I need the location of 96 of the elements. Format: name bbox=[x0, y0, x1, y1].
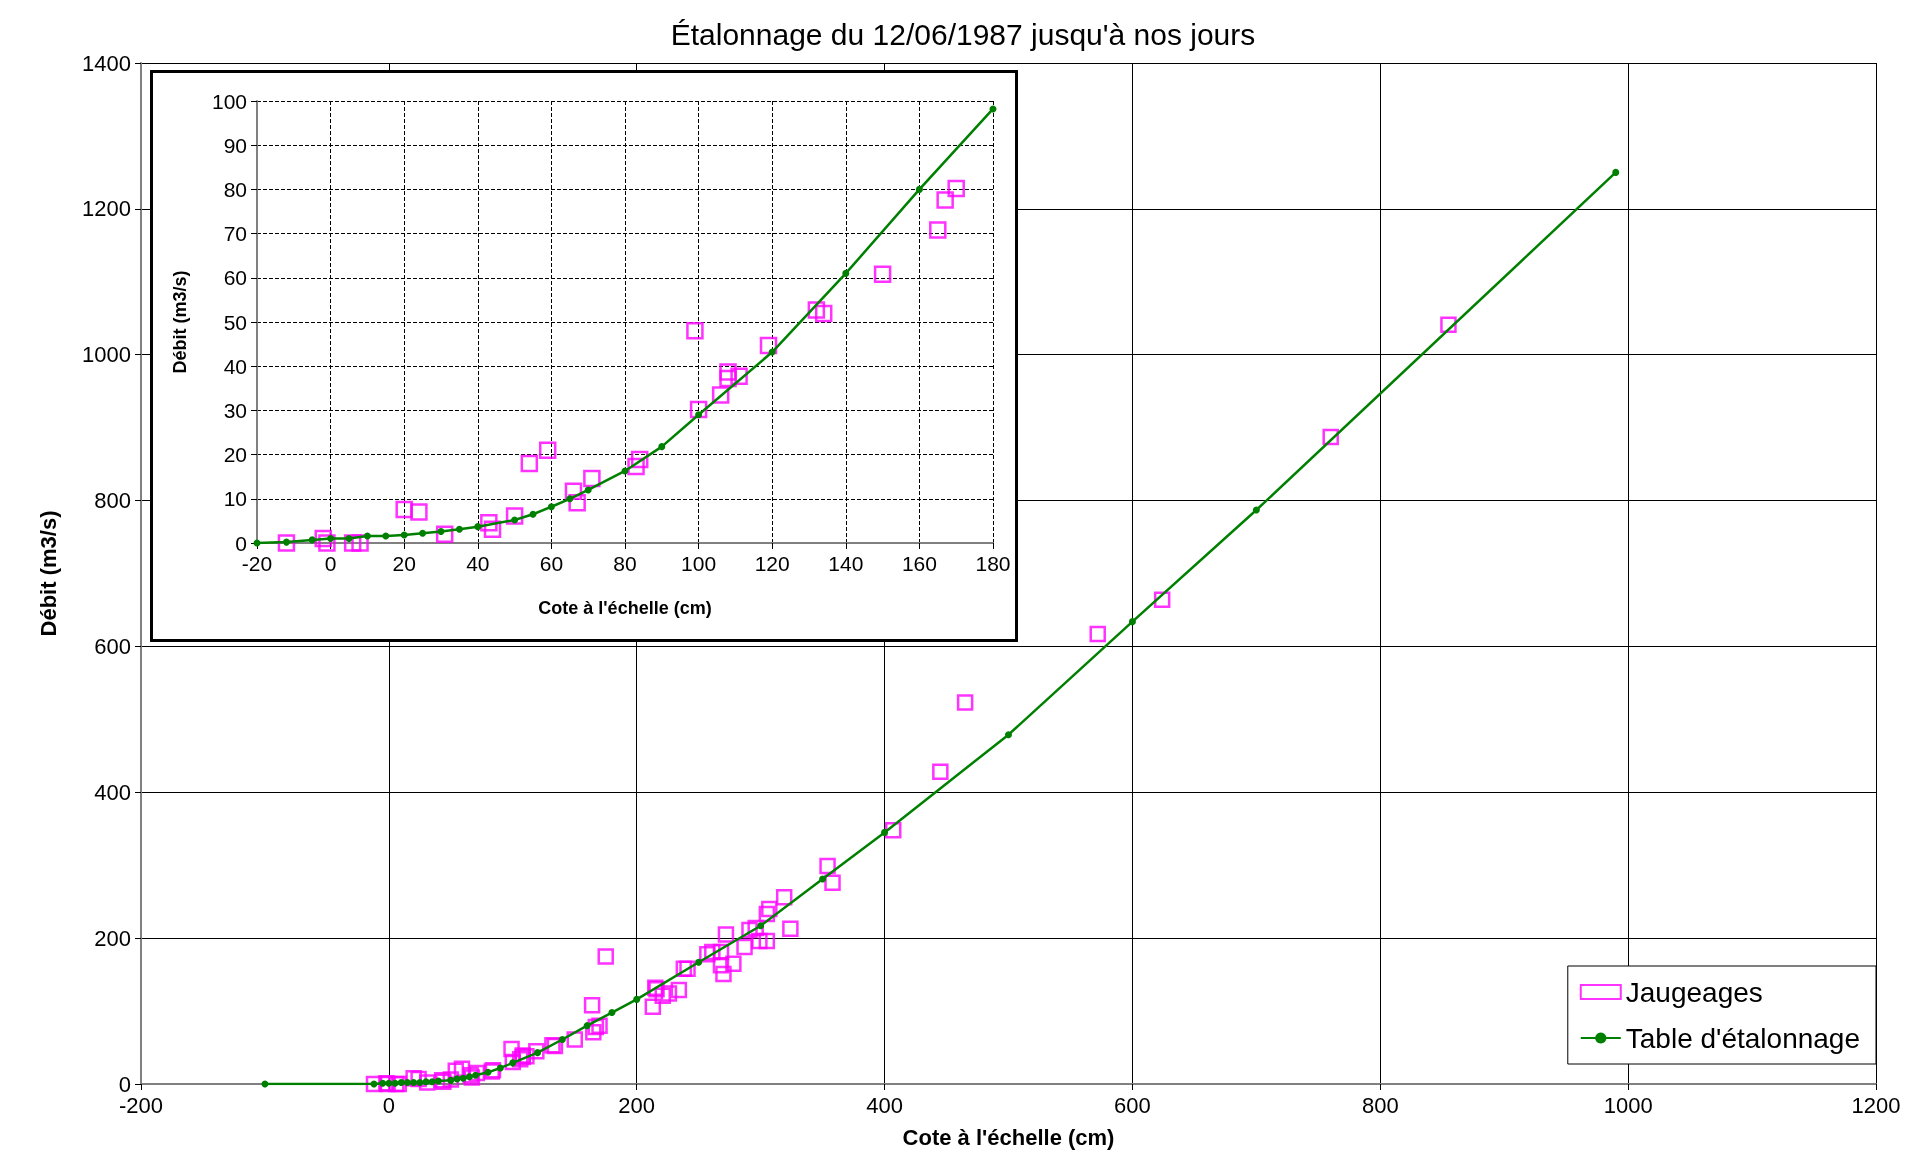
point bbox=[881, 828, 889, 836]
y-tick-label: 10 bbox=[223, 487, 247, 511]
point bbox=[480, 513, 498, 532]
y-tick-label: 50 bbox=[223, 310, 247, 334]
x-tick-label: 140 bbox=[828, 552, 864, 575]
y-tick-label: 100 bbox=[211, 89, 247, 113]
y-tick-label: 1200 bbox=[82, 196, 131, 222]
point bbox=[277, 534, 296, 552]
x-tick-label: 40 bbox=[466, 552, 490, 575]
point bbox=[719, 369, 737, 388]
point bbox=[382, 532, 390, 540]
point bbox=[1128, 618, 1136, 626]
point bbox=[308, 536, 316, 544]
x-tick-label: 180 bbox=[975, 552, 1011, 575]
point bbox=[1612, 168, 1620, 176]
x-tick-label: 200 bbox=[618, 1092, 656, 1118]
point bbox=[459, 1074, 467, 1082]
x-tick-label: 160 bbox=[901, 552, 937, 575]
point bbox=[695, 958, 703, 966]
x-tick-label: 120 bbox=[754, 552, 790, 575]
point bbox=[435, 525, 454, 543]
point bbox=[757, 922, 765, 930]
x-tick-label: 0 bbox=[324, 552, 337, 575]
point bbox=[929, 221, 947, 239]
legend-label: Jaugeages bbox=[1625, 976, 1763, 1008]
point bbox=[686, 322, 704, 340]
y-axis-title: Débit (m3/s) bbox=[170, 270, 190, 374]
x-tick-label: 400 bbox=[866, 1092, 903, 1118]
point bbox=[558, 1036, 566, 1044]
point bbox=[768, 348, 776, 356]
point bbox=[695, 411, 703, 419]
x-axis-title: Cote à l'échelle (cm) bbox=[538, 598, 712, 618]
x-tick-label: 1000 bbox=[1603, 1092, 1653, 1118]
point bbox=[496, 1064, 504, 1072]
point bbox=[819, 875, 827, 883]
point bbox=[1252, 506, 1260, 514]
chart-title: Étalonnage du 12/06/1987 jusqu'à nos jours bbox=[670, 17, 1256, 51]
y-tick-label: 800 bbox=[94, 488, 131, 514]
point bbox=[314, 529, 332, 548]
x-tick-label: 1200 bbox=[1851, 1092, 1901, 1118]
x-tick-label: 80 bbox=[613, 552, 637, 575]
y-tick-label: 40 bbox=[223, 354, 247, 378]
point bbox=[608, 1009, 616, 1017]
x-tick-label: -20 bbox=[241, 552, 273, 575]
point bbox=[474, 523, 482, 531]
point bbox=[410, 1079, 418, 1087]
point bbox=[568, 494, 586, 512]
x-tick-label: 600 bbox=[1114, 1092, 1151, 1118]
point bbox=[759, 336, 778, 355]
point bbox=[520, 454, 539, 473]
point bbox=[947, 179, 965, 198]
point bbox=[566, 495, 574, 503]
x-tick-label: 20 bbox=[392, 552, 416, 575]
point bbox=[395, 500, 413, 519]
y-tick-label: 60 bbox=[223, 266, 247, 290]
point bbox=[529, 510, 537, 518]
y-tick-label: 1000 bbox=[82, 342, 131, 368]
legend-label: Table d'étalonnage bbox=[1625, 1022, 1861, 1054]
point bbox=[873, 265, 892, 284]
x-axis-title: Cote à l'échelle (cm) bbox=[902, 1124, 1115, 1150]
point bbox=[814, 304, 833, 323]
y-axis-title: Débit (m3/s) bbox=[35, 510, 61, 637]
x-tick-label: 100 bbox=[681, 552, 717, 575]
point bbox=[351, 534, 369, 552]
y-tick-label: 0 bbox=[235, 531, 247, 555]
point bbox=[564, 482, 583, 501]
point bbox=[547, 503, 555, 511]
y-tick-label: 20 bbox=[223, 443, 247, 467]
point bbox=[410, 503, 428, 521]
y-tick-label: 600 bbox=[94, 633, 131, 659]
point bbox=[719, 363, 737, 381]
y-tick-label: 30 bbox=[223, 398, 247, 422]
x-tick-label: 0 bbox=[382, 1092, 395, 1118]
point bbox=[419, 529, 427, 537]
point bbox=[584, 486, 592, 494]
point bbox=[428, 1078, 436, 1086]
point bbox=[936, 191, 954, 209]
point bbox=[583, 1022, 591, 1030]
y-tick-label: 1400 bbox=[82, 50, 131, 76]
point bbox=[400, 531, 408, 539]
y-tick-label: 90 bbox=[223, 133, 247, 157]
point bbox=[842, 269, 850, 277]
point bbox=[363, 532, 371, 540]
point bbox=[343, 534, 362, 552]
x-tick-label: 60 bbox=[539, 552, 564, 575]
y-tick-label: 70 bbox=[223, 222, 247, 246]
x-tick-label: 800 bbox=[1361, 1092, 1399, 1118]
point bbox=[915, 185, 923, 193]
point bbox=[455, 525, 463, 533]
y-tick-label: 80 bbox=[223, 177, 247, 201]
point bbox=[658, 443, 666, 451]
y-tick-label: 200 bbox=[94, 925, 131, 951]
point bbox=[538, 441, 557, 459]
y-tick-label: 400 bbox=[94, 779, 131, 805]
point bbox=[633, 995, 641, 1003]
point bbox=[1005, 731, 1012, 739]
